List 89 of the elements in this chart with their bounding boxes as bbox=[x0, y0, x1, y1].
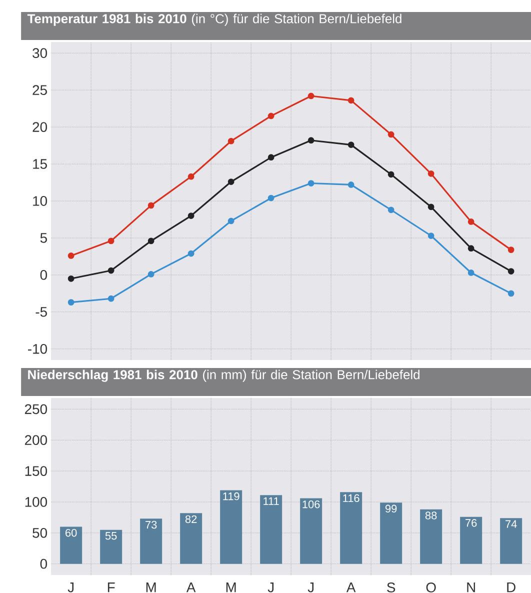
data-label: 88 bbox=[425, 512, 437, 520]
bar bbox=[300, 498, 322, 564]
y-tick-label: 0 bbox=[40, 558, 47, 569]
bar bbox=[100, 530, 122, 564]
data-label: 82 bbox=[185, 515, 197, 524]
x-tick-label: F bbox=[108, 582, 115, 592]
point bbox=[308, 180, 314, 186]
bar bbox=[220, 490, 242, 564]
y-tick-label: 30 bbox=[32, 48, 47, 58]
point bbox=[348, 142, 354, 148]
point bbox=[68, 299, 74, 306]
x-tick-label: O bbox=[426, 582, 436, 592]
point bbox=[308, 92, 314, 100]
point bbox=[388, 206, 394, 214]
point bbox=[228, 178, 234, 185]
data-label: 55 bbox=[105, 532, 117, 540]
point bbox=[428, 232, 434, 239]
point bbox=[68, 252, 74, 259]
x-tick-label: M bbox=[146, 582, 156, 592]
bar bbox=[60, 526, 82, 564]
chart-title: Niederschlag 1981 bis 2010 (in mm) für die Station Bern/Liebefeld bbox=[28, 370, 420, 382]
point bbox=[228, 138, 234, 144]
bar bbox=[260, 495, 282, 564]
y-tick-label: 50 bbox=[32, 528, 47, 538]
point bbox=[108, 238, 114, 244]
point bbox=[268, 112, 274, 120]
point bbox=[188, 173, 194, 180]
point bbox=[268, 154, 274, 161]
y-tick-label: 25 bbox=[32, 85, 47, 96]
data-label: 76 bbox=[466, 519, 477, 527]
data-label: 74 bbox=[506, 520, 517, 528]
x-tick-label: N bbox=[467, 582, 475, 592]
y-tick-label: 200 bbox=[24, 435, 47, 446]
point bbox=[428, 204, 434, 210]
point bbox=[108, 295, 114, 302]
point bbox=[348, 182, 354, 188]
point bbox=[148, 271, 154, 278]
point bbox=[308, 137, 314, 144]
bar bbox=[340, 492, 362, 564]
y-tick-label: -5 bbox=[36, 307, 47, 317]
x-tick-label: D bbox=[507, 582, 516, 592]
data-label: 73 bbox=[146, 520, 157, 529]
y-tick-label: 15 bbox=[33, 159, 47, 169]
point bbox=[148, 238, 154, 244]
point bbox=[268, 194, 274, 202]
bar bbox=[460, 516, 482, 564]
x-tick-label: J bbox=[308, 582, 314, 592]
point bbox=[148, 202, 154, 209]
bar bbox=[140, 518, 162, 564]
data-label: 99 bbox=[385, 504, 397, 513]
data-label: 119 bbox=[223, 492, 240, 500]
y-tick-label: 10 bbox=[33, 196, 47, 206]
bar bbox=[500, 518, 522, 564]
point bbox=[508, 246, 514, 253]
x-tick-label: J bbox=[268, 582, 274, 592]
x-tick-label: M bbox=[226, 582, 236, 592]
point bbox=[468, 245, 474, 252]
point bbox=[468, 270, 474, 276]
bar bbox=[420, 509, 442, 564]
point bbox=[428, 170, 434, 177]
point bbox=[508, 268, 514, 274]
point bbox=[348, 97, 354, 104]
y-tick-label: 0 bbox=[40, 270, 47, 280]
y-tick-label: 250 bbox=[24, 404, 47, 414]
x-tick-label: A bbox=[186, 582, 196, 592]
point bbox=[188, 250, 194, 257]
chart-title: Temperatur 1981 bis 2010 (in °C) für die Station Bern/Liebefeld bbox=[27, 14, 402, 26]
point bbox=[228, 218, 234, 224]
point bbox=[388, 131, 394, 138]
bar bbox=[180, 513, 202, 564]
y-tick-label: 150 bbox=[25, 466, 47, 476]
point bbox=[188, 212, 194, 219]
point bbox=[108, 267, 114, 274]
data-label: 111 bbox=[264, 497, 279, 505]
y-tick-label: 100 bbox=[25, 497, 47, 507]
y-tick-label: 5 bbox=[40, 233, 47, 243]
x-tick-label: A bbox=[346, 582, 356, 592]
point bbox=[68, 275, 74, 282]
y-tick-label: 20 bbox=[32, 122, 47, 132]
point bbox=[508, 290, 514, 297]
data-label: 116 bbox=[343, 494, 360, 502]
data-label: 60 bbox=[66, 528, 77, 537]
x-tick-label: S bbox=[387, 582, 396, 592]
bar bbox=[380, 502, 402, 564]
point bbox=[468, 218, 474, 225]
data-label: 106 bbox=[302, 500, 320, 508]
x-tick-label: J bbox=[68, 582, 74, 592]
point bbox=[388, 171, 394, 178]
y-tick-label: -10 bbox=[28, 344, 47, 354]
